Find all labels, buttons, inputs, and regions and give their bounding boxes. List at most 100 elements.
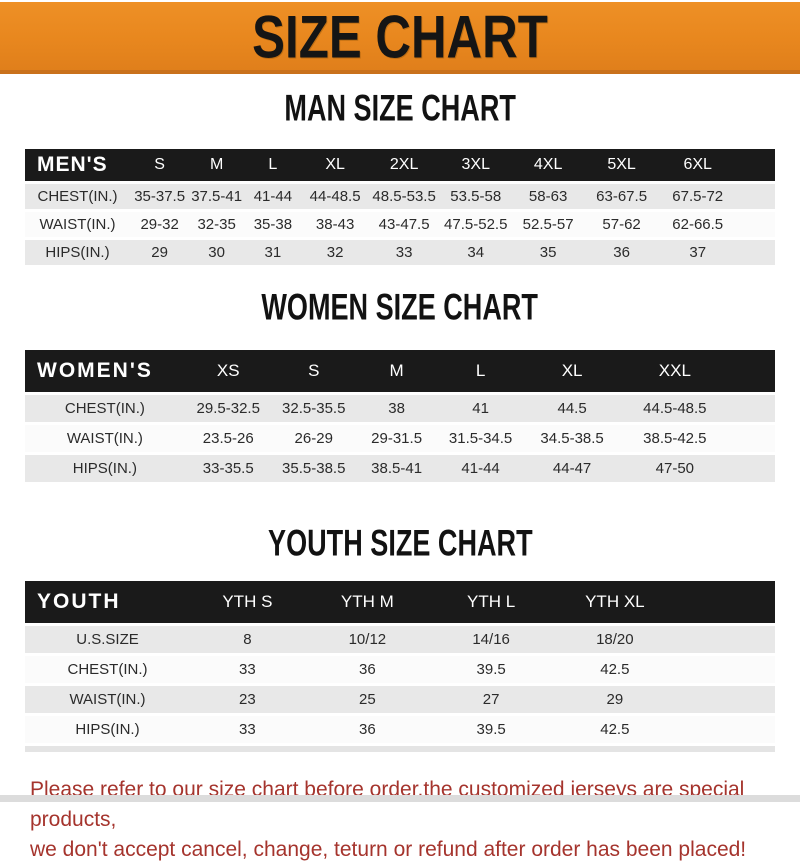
- column-header: XL: [523, 350, 621, 392]
- table-bottom-strip: [25, 746, 775, 752]
- table-row: WAIST(IN.) 23 25 27 29: [25, 686, 775, 713]
- disclaimer-line-2: we don't accept cancel, change, teturn o…: [30, 837, 747, 861]
- table-row: U.S.SIZE 8 10/12 14/16 18/20: [25, 626, 775, 653]
- size-value: 58-63: [511, 184, 585, 209]
- size-value: 26-29: [271, 425, 356, 452]
- size-value: 23: [190, 686, 305, 713]
- column-header: L: [437, 350, 524, 392]
- order-disclaimer: Please refer to our size chart before or…: [0, 775, 800, 864]
- size-value: 34: [439, 240, 512, 265]
- size-value: 10/12: [304, 626, 430, 653]
- column-header: YTH L: [430, 581, 553, 623]
- size-value: 34.5-38.5: [523, 425, 621, 452]
- table-header-row: WOMEN'S XS S M L XL XXL: [25, 350, 775, 392]
- row-spacer-cell: [677, 686, 775, 713]
- row-label: WAIST(IN.): [25, 686, 190, 713]
- size-value: 33: [190, 656, 305, 683]
- size-value: 35-37.5: [130, 184, 190, 209]
- table-row: WAIST(IN.) 23.5-26 26-29 29-31.5 31.5-34.5 34…: [25, 425, 775, 452]
- size-value: 33: [190, 716, 305, 743]
- size-value: 33: [368, 240, 440, 265]
- size-table: YOUTH YTH S YTH M YTH L YTH XL U.S.SIZE 8 10/12…: [25, 578, 775, 746]
- size-value: 42.5: [552, 716, 678, 743]
- size-value: 48.5-53.5: [368, 184, 440, 209]
- size-value: 57-62: [584, 212, 659, 237]
- row-spacer-cell: [677, 656, 775, 683]
- size-value: 47.5-52.5: [439, 212, 512, 237]
- women-size-chart-heading-text: WOMEN SIZE CHART: [261, 285, 539, 328]
- header-spacer-cell: [736, 149, 775, 181]
- row-spacer-cell: [677, 626, 775, 653]
- column-header: XL: [301, 149, 369, 181]
- table-group-label: YOUTH: [25, 581, 190, 623]
- size-value: 37: [658, 240, 737, 265]
- size-value: 67.5-72: [658, 184, 737, 209]
- column-header: 4XL: [511, 149, 585, 181]
- row-label: CHEST(IN.): [25, 395, 185, 422]
- size-value: 62-66.5: [658, 212, 737, 237]
- table-row: HIPS(IN.) 33 36 39.5 42.5: [25, 716, 775, 743]
- size-value: 38-43: [301, 212, 369, 237]
- size-value: 35: [511, 240, 585, 265]
- size-value: 32: [301, 240, 369, 265]
- table-row: HIPS(IN.) 29 30 31 32 33 34 35 36 37: [25, 240, 775, 265]
- column-header: M: [189, 149, 244, 181]
- table-row: CHEST(IN.) 33 36 39.5 42.5: [25, 656, 775, 683]
- size-value: 14/16: [430, 626, 553, 653]
- column-header: 6XL: [658, 149, 737, 181]
- size-table: WOMEN'S XS S M L XL XXL CHEST(IN.) 29.5-32.5 32.5…: [25, 347, 775, 485]
- size-value: 30: [189, 240, 244, 265]
- row-label: HIPS(IN.): [25, 240, 130, 265]
- size-value: 31.5-34.5: [437, 425, 524, 452]
- size-value: 31: [244, 240, 302, 265]
- size-value: 29: [130, 240, 190, 265]
- header-spacer-cell: [729, 350, 775, 392]
- size-value: 43-47.5: [368, 212, 440, 237]
- table-group-label: WOMEN'S: [25, 350, 185, 392]
- column-header: 2XL: [368, 149, 440, 181]
- size-value: 36: [584, 240, 659, 265]
- column-header: YTH M: [304, 581, 430, 623]
- page-bottom-strip: [0, 795, 800, 802]
- column-header: L: [244, 149, 302, 181]
- row-spacer-cell: [677, 716, 775, 743]
- size-value: 38: [355, 395, 438, 422]
- size-value: 38.5-42.5: [620, 425, 730, 452]
- size-value: 63-67.5: [584, 184, 659, 209]
- women-size-chart-heading: WOMEN SIZE CHART: [0, 285, 800, 328]
- table-row: HIPS(IN.) 33-35.5 35.5-38.5 38.5-41 41-44 44-…: [25, 455, 775, 482]
- column-header: S: [130, 149, 190, 181]
- row-spacer-cell: [736, 240, 775, 265]
- size-value: 35.5-38.5: [271, 455, 356, 482]
- size-value: 42.5: [552, 656, 678, 683]
- size-value: 36: [304, 716, 430, 743]
- table-group-label: MEN'S: [25, 149, 130, 181]
- size-value: 39.5: [430, 656, 553, 683]
- table-row: CHEST(IN.) 29.5-32.5 32.5-35.5 38 41 44.5 44.5…: [25, 395, 775, 422]
- man-size-chart-heading-text: MAN SIZE CHART: [284, 86, 516, 129]
- women-size-table: WOMEN'S XS S M L XL XXL CHEST(IN.) 29.5-32.5 32.5…: [0, 347, 800, 485]
- table-row: CHEST(IN.) 35-37.5 37.5-41 41-44 44-48.5 48.5…: [25, 184, 775, 209]
- size-value: 47-50: [620, 455, 730, 482]
- column-header: S: [271, 350, 356, 392]
- size-value: 35-38: [244, 212, 302, 237]
- row-label: WAIST(IN.): [25, 212, 130, 237]
- size-value: 41-44: [437, 455, 524, 482]
- size-value: 36: [304, 656, 430, 683]
- size-value: 29.5-32.5: [184, 395, 272, 422]
- column-header: XS: [184, 350, 272, 392]
- size-value: 44-48.5: [301, 184, 369, 209]
- youth-size-chart-heading: YOUTH SIZE CHART: [0, 521, 800, 564]
- row-label: CHEST(IN.): [25, 656, 190, 683]
- row-spacer-cell: [729, 455, 775, 482]
- column-header: YTH S: [190, 581, 305, 623]
- size-value: 29-32: [130, 212, 190, 237]
- youth-size-chart-heading-text: YOUTH SIZE CHART: [267, 521, 533, 564]
- row-spacer-cell: [729, 395, 775, 422]
- size-value: 29: [552, 686, 678, 713]
- men-size-table: MEN'S S M L XL 2XL 3XL 4XL 5XL 6XL CHEST(IN.) 35-37…: [0, 146, 800, 268]
- size-value: 23.5-26: [184, 425, 272, 452]
- row-spacer-cell: [736, 184, 775, 209]
- row-spacer-cell: [729, 425, 775, 452]
- size-value: 32.5-35.5: [271, 395, 356, 422]
